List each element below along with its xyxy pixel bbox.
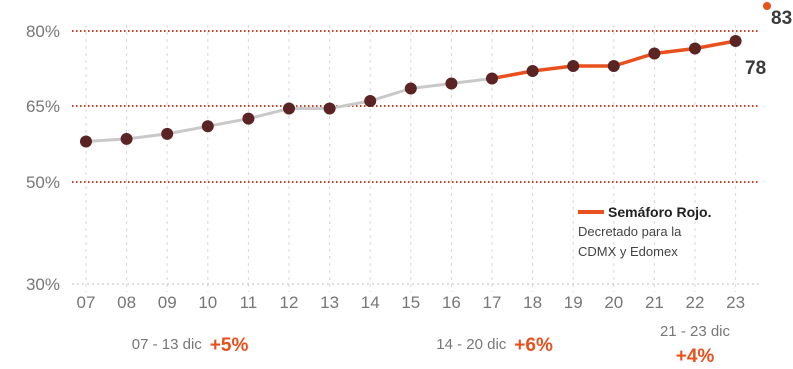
x-tick-label: 08 — [117, 293, 136, 312]
period-label: 14 - 20 dic — [436, 336, 507, 353]
y-tick-label: 65% — [26, 97, 60, 116]
period-label: 21 - 23 dic — [660, 323, 731, 340]
data-point — [404, 82, 417, 95]
x-tick-label: 19 — [564, 293, 583, 312]
x-tick-label: 23 — [726, 293, 745, 312]
data-point — [364, 95, 377, 107]
x-tick-label: 17 — [483, 293, 502, 312]
data-point — [648, 47, 661, 60]
data-point — [729, 35, 742, 47]
x-tick-label: 15 — [401, 293, 420, 312]
cut-marker — [763, 2, 771, 10]
cut-label: 83 — [771, 8, 792, 29]
period-change-labels: 07 - 13 dic +5% 14 - 20 dic +6% 21 - 23 dic +… — [132, 323, 731, 367]
x-tick-label: 13 — [320, 293, 339, 312]
x-tick-label: 09 — [158, 293, 177, 312]
data-point — [283, 102, 295, 115]
x-axis: 07 08 09 10 11 12 13 14 15 16 17 18 19 20 21 22 23 — [77, 293, 746, 312]
x-tick-label: 10 — [198, 293, 217, 312]
period-change: +5% — [210, 335, 249, 356]
data-point — [201, 120, 214, 133]
x-tick-label: 12 — [280, 293, 299, 312]
y-tick-label: 50% — [26, 173, 60, 192]
data-point — [445, 77, 458, 90]
x-tick-label: 22 — [686, 293, 705, 312]
x-tick-label: 20 — [604, 293, 623, 312]
x-tick-label: 07 — [77, 293, 96, 312]
data-point — [161, 127, 174, 140]
data-point — [689, 42, 701, 55]
x-tick-label: 11 — [240, 293, 258, 312]
x-tick-label: 14 — [361, 293, 380, 312]
data-point — [526, 65, 539, 77]
data-point — [80, 135, 92, 148]
x-tick-label: 16 — [442, 293, 461, 312]
period-label: 07 - 13 dic — [132, 336, 203, 353]
data-point — [120, 132, 133, 145]
period-change: +6% — [514, 335, 553, 356]
legend-note-line-2: CDMX y Edomex — [578, 244, 678, 259]
data-point — [323, 102, 336, 115]
end-value-label: 78 — [745, 58, 766, 79]
legend: Semáforo Rojo. Decretado para la CDMX y … — [578, 204, 711, 259]
data-point — [607, 60, 620, 72]
data-point — [567, 60, 580, 72]
x-tick-label: 21 — [645, 293, 664, 312]
legend-title: Semáforo Rojo. — [608, 204, 711, 220]
y-tick-label: 30% — [26, 275, 60, 294]
y-tick-label: 80% — [26, 22, 60, 41]
data-point — [242, 112, 255, 125]
chart-markers — [80, 35, 742, 148]
chart-gridlines — [72, 25, 760, 292]
y-axis: 30% 50% 65% 80% — [26, 22, 60, 294]
x-tick-label: 18 — [523, 293, 542, 312]
period-change: +4% — [676, 346, 715, 367]
legend-note-line-1: Decretado para la — [578, 224, 682, 239]
data-point — [486, 72, 498, 85]
